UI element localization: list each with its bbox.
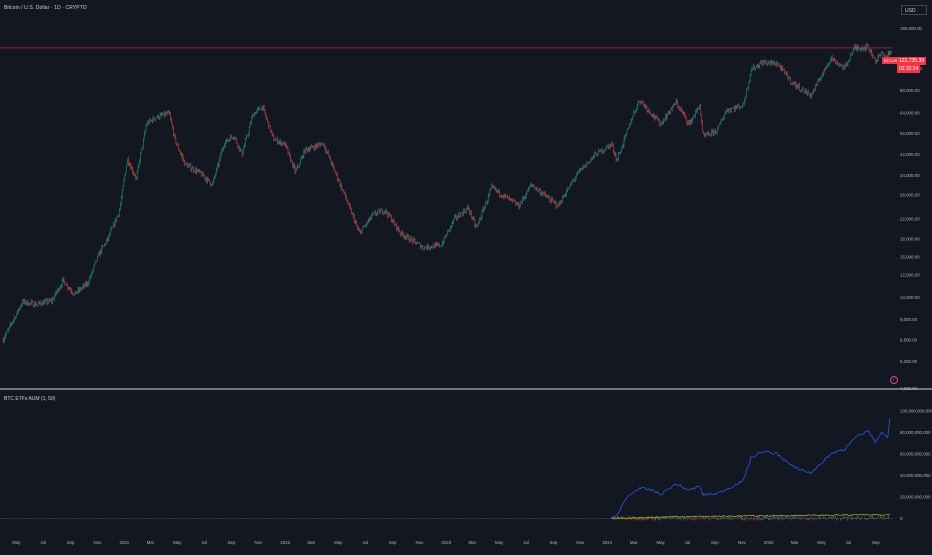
price-tick-label: 6,500.00 — [900, 338, 918, 343]
x-tick-label: Jul — [40, 540, 46, 545]
x-tick-label: Mar — [630, 540, 638, 545]
x-tick-label: Nov — [576, 540, 585, 545]
indicator-tick-label: 100,000,000,000 — [900, 409, 932, 414]
price-tick-label: 80,000.00 — [900, 88, 920, 93]
x-tick-label: Sep — [711, 540, 719, 545]
x-tick-label: Jul — [846, 540, 852, 545]
aum-series-line — [611, 418, 891, 520]
axes: 150,000.00100,000.0080,000.0064,000.0052… — [0, 26, 932, 545]
x-tick-label: Mar — [147, 540, 155, 545]
x-tick-label: Nov — [255, 540, 264, 545]
indicator-title[interactable]: BTC ETFs AUM (1, 50) — [4, 396, 56, 402]
x-tick-label: Sep — [389, 540, 397, 545]
x-tick-label: Nov — [415, 540, 424, 545]
x-tick-label: Nov — [94, 540, 103, 545]
x-tick-label: May — [334, 540, 343, 545]
price-tick-label: 10,000.00 — [900, 295, 920, 300]
indicator-tick-label: 80,000,000,000 — [900, 430, 931, 435]
indicator-panel — [0, 418, 893, 521]
price-marker — [887, 51, 893, 56]
x-tick-label: May — [12, 540, 21, 545]
price-panel — [0, 42, 893, 344]
x-tick-label: Sep — [67, 540, 75, 545]
x-tick-label: May — [495, 540, 504, 545]
x-tick-label: 2021 — [119, 540, 129, 545]
last-price-tag: 122,735.39 — [897, 57, 927, 65]
tradingview-logo-icon[interactable]: ✓ — [890, 376, 898, 384]
x-tick-label: May — [817, 540, 826, 545]
x-tick-label: Mar — [791, 540, 799, 545]
x-tick-label: Nov — [738, 540, 747, 545]
x-tick-label: May — [656, 540, 665, 545]
price-tick-label: 64,000.00 — [900, 110, 920, 115]
x-tick-label: May — [173, 540, 182, 545]
flow-series-line — [611, 513, 890, 520]
price-tick-label: 12,500.00 — [900, 273, 920, 278]
x-tick-label: Jul — [685, 540, 691, 545]
x-tick-label: Mar — [308, 540, 316, 545]
currency-selector[interactable]: USD — [901, 5, 927, 15]
price-tick-label: 34,000.00 — [900, 173, 920, 178]
price-tick-label: 18,000.00 — [900, 236, 920, 241]
price-tick-label: 52,000.00 — [900, 131, 920, 136]
x-tick-label: Jul — [523, 540, 529, 545]
symbol-tag: BTCUSD — [882, 57, 903, 64]
indicator-tick-label: 20,000,000,000 — [900, 495, 931, 500]
price-tick-label: 8,000.00 — [900, 317, 918, 322]
price-tick-label: 28,000.00 — [900, 193, 920, 198]
price-tick-label: 5,250.00 — [900, 359, 918, 364]
x-tick-label: 2024 — [602, 540, 612, 545]
price-tick-label: 150,000.00 — [900, 26, 923, 31]
indicator-tick-label: 40,000,000,000 — [900, 473, 931, 478]
indicator-tick-label: 60,000,000,000 — [900, 452, 931, 457]
x-tick-label: Mar — [469, 540, 477, 545]
x-tick-label: Sep — [872, 540, 880, 545]
x-tick-label: Sep — [228, 540, 236, 545]
x-tick-label: Jul — [362, 540, 368, 545]
chart-title: Bitcoin / U.S. Dollar · 1D · CRYPTO — [4, 5, 87, 11]
x-tick-label: Jul — [201, 540, 207, 545]
price-tick-label: 15,000.00 — [900, 255, 920, 260]
price-tick-label: 4,000.00 — [900, 386, 918, 391]
price-tick-label: 42,000.00 — [900, 152, 920, 157]
price-tick-label: 22,000.00 — [900, 216, 920, 221]
indicator-tick-label: 0 — [900, 516, 903, 521]
x-tick-label: 2025 — [764, 540, 774, 545]
x-tick-label: 2022 — [280, 540, 290, 545]
x-tick-label: Sep — [550, 540, 558, 545]
countdown-tag: 02:32:24 — [897, 65, 921, 73]
x-tick-label: 2023 — [441, 540, 451, 545]
